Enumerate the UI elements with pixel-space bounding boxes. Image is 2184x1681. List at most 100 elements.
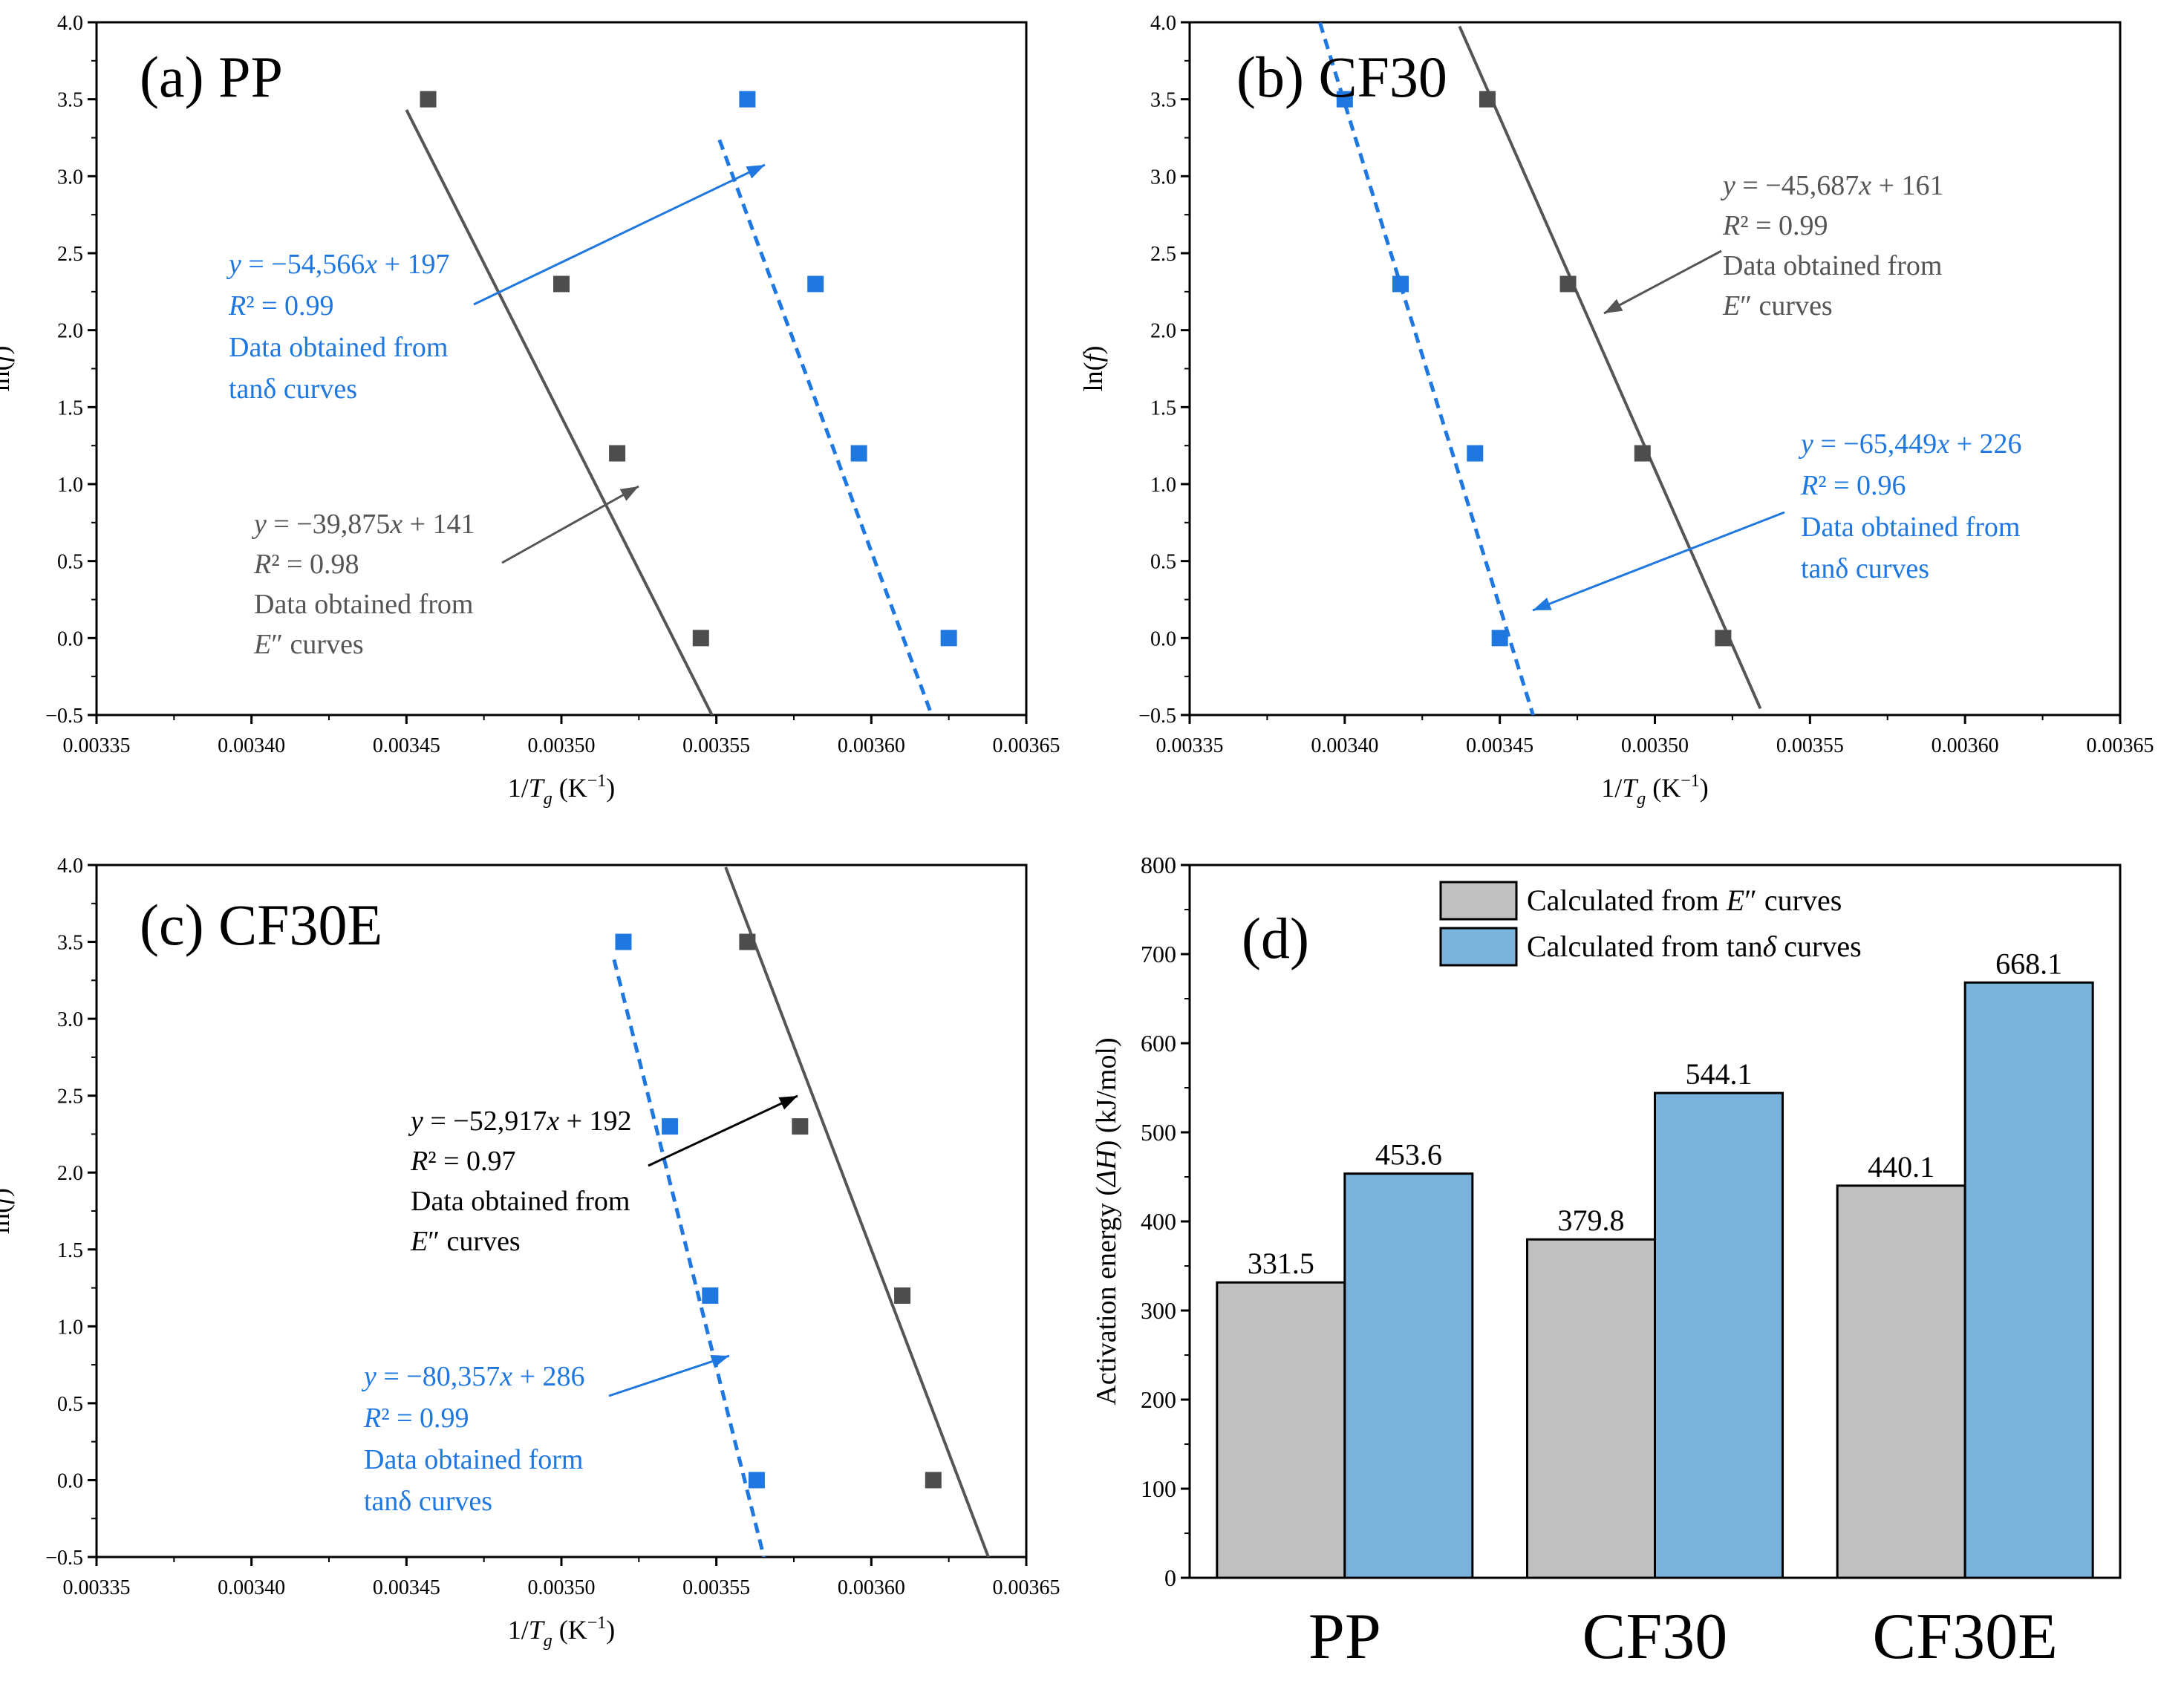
y-tick-label: 3.0 bbox=[57, 1008, 83, 1031]
blue-data-point bbox=[807, 275, 824, 293]
y-tick-label: −0.5 bbox=[45, 705, 83, 728]
blue-data-point bbox=[662, 1118, 679, 1135]
annotation-line: R² = 0.96 bbox=[1800, 470, 1906, 501]
eq-part: y bbox=[251, 509, 267, 540]
annotation-line: y = −45,687x + 161 bbox=[1720, 170, 1944, 201]
y-tick-label: 4.0 bbox=[1150, 12, 1176, 35]
annotation-line: y = −39,875x + 141 bbox=[251, 509, 475, 540]
x-tick-label: 0.00365 bbox=[2087, 734, 2154, 757]
r2-part: ² bbox=[1818, 470, 1826, 501]
y-tick-label: 3.0 bbox=[57, 166, 83, 189]
annotation-line: Data obtained from bbox=[229, 332, 448, 363]
annotation-line: R² = 0.99 bbox=[228, 290, 334, 321]
panel-title: (d) bbox=[1242, 906, 1309, 970]
legend-label-part: E bbox=[1726, 884, 1744, 917]
bar-value-label: 331.5 bbox=[1248, 1247, 1314, 1280]
y-axis-label-part: ) bbox=[1078, 345, 1108, 354]
y-tick-label: 100 bbox=[1141, 1475, 1176, 1502]
y-tick-label: 1.5 bbox=[57, 1239, 83, 1262]
blue-data-point bbox=[1491, 630, 1508, 647]
bar-value-label: 668.1 bbox=[1995, 947, 2062, 980]
bar-gray bbox=[1216, 1281, 1346, 1579]
bar-blue bbox=[1963, 981, 2094, 1579]
eq-part: = −39,875 bbox=[267, 509, 390, 540]
bar-value-label: 379.8 bbox=[1558, 1204, 1625, 1237]
blue-data-point bbox=[702, 1287, 719, 1304]
y-tick-label: 2.0 bbox=[1150, 320, 1176, 343]
x-axis-label: 1/Tg (K−1) bbox=[1601, 771, 1709, 809]
gray-data-point bbox=[925, 1472, 942, 1489]
blue-data-point bbox=[850, 445, 867, 462]
annotation: y = −54,566x + 197 R² = 0.99 Data obtained… bbox=[226, 163, 766, 405]
r2-part: ² bbox=[381, 1403, 389, 1434]
annotation-line: R² = 0.98 bbox=[253, 549, 359, 580]
x-tick-label: 0.00355 bbox=[682, 1576, 750, 1599]
x-tick-label: 0.00350 bbox=[528, 734, 596, 757]
curve-part: ″ curves bbox=[1740, 290, 1833, 321]
gray-fit-line bbox=[1458, 25, 1762, 710]
annotation-arrow bbox=[473, 163, 766, 306]
x-axis-label-part: ) bbox=[1700, 773, 1709, 803]
legend-label: Calculated from E″ curves bbox=[1527, 884, 1842, 917]
annotation-line: y = −54,566x + 197 bbox=[226, 249, 450, 280]
annotation-line: tanδ curves bbox=[229, 373, 357, 405]
y-tick-label: 0.0 bbox=[57, 1469, 83, 1492]
eq-part: + 226 bbox=[1949, 428, 2021, 460]
panel-b: 0.00335 0.00340 0.00345 0.00350 0.00355 0.003… bbox=[1078, 12, 2154, 809]
eq-part: x bbox=[364, 249, 377, 280]
x-category-label: CF30E bbox=[1872, 1601, 2057, 1673]
r2-part: R bbox=[1722, 210, 1740, 241]
legend-swatch-blue bbox=[1439, 927, 1518, 967]
annotation-arrow bbox=[608, 1354, 730, 1397]
y-tick-label: −0.5 bbox=[45, 1547, 83, 1570]
annotation: y = −45,687x + 161 R² = 0.99 Data obtained… bbox=[1603, 170, 1944, 321]
gray-fit-line bbox=[405, 109, 714, 715]
y-tick-label: 1.5 bbox=[1150, 396, 1176, 420]
gray-data-point bbox=[553, 275, 570, 293]
annotation-line: tanδ curves bbox=[1801, 553, 1929, 584]
blue-data-point bbox=[1467, 445, 1484, 462]
r2-part: R bbox=[410, 1146, 428, 1177]
y-tick-label: −0.5 bbox=[1138, 705, 1176, 728]
bar-value-label: 440.1 bbox=[1868, 1150, 1934, 1184]
y-tick-label: 300 bbox=[1141, 1297, 1176, 1324]
x-tick-label: 0.00345 bbox=[373, 1576, 440, 1599]
y-tick-label: 2.0 bbox=[57, 320, 83, 343]
y-axis-label: ln(f) bbox=[1078, 345, 1108, 391]
plot-frame bbox=[1188, 21, 2122, 717]
x-tick-label: 0.00340 bbox=[218, 1576, 285, 1599]
blue-data-point bbox=[739, 91, 756, 108]
x-axis-label-part: g bbox=[1637, 789, 1646, 809]
y-tick-label: 1.0 bbox=[57, 474, 83, 497]
gray-fit-line bbox=[724, 866, 991, 1557]
x-axis-label-part: ) bbox=[606, 1615, 615, 1645]
panel-a: 0.00335 0.00340 0.00345 0.00350 0.00355 0.003… bbox=[0, 12, 1060, 809]
eq-part: = −80,357 bbox=[377, 1361, 500, 1392]
bar-gray bbox=[1526, 1238, 1656, 1579]
panel-title: (a) PP bbox=[140, 45, 283, 109]
annotation: y = −80,357x + 286 R² = 0.99 Data obtained… bbox=[361, 1354, 730, 1517]
y-axis-label-part: ΔH bbox=[1091, 1148, 1122, 1188]
y-tick-label: 3.0 bbox=[1150, 166, 1176, 189]
y-axis-label-part: Activation energy ( bbox=[1091, 1187, 1122, 1406]
annotation-line: R² = 0.99 bbox=[1722, 210, 1828, 241]
x-tick-label: 0.00365 bbox=[993, 1576, 1060, 1599]
annotation-line: E″ curves bbox=[410, 1226, 521, 1257]
annotation: y = −65,449x + 226 R² = 0.96 Data obtained… bbox=[1532, 428, 2022, 612]
eq-part: + 192 bbox=[559, 1106, 631, 1137]
legend-label-part: curves bbox=[1776, 930, 1861, 963]
y-tick-label: 700 bbox=[1141, 941, 1176, 967]
r2-part: = 0.99 bbox=[255, 290, 334, 321]
r2-part: R bbox=[363, 1403, 381, 1434]
x-axis-label: 1/Tg (K−1) bbox=[508, 1613, 616, 1651]
x-tick-label: 0.00360 bbox=[1932, 734, 1999, 757]
y-tick-label: 0.5 bbox=[1150, 551, 1176, 574]
gray-data-point bbox=[894, 1287, 911, 1304]
bar-blue bbox=[1343, 1172, 1474, 1579]
annotation-arrowhead bbox=[1533, 597, 1552, 610]
y-axis-label-part: ) (kJ/mol) bbox=[1091, 1037, 1122, 1149]
gray-data-point bbox=[1634, 445, 1651, 462]
y-tick-label: 2.5 bbox=[57, 243, 83, 266]
annotation-arrow bbox=[648, 1094, 798, 1167]
